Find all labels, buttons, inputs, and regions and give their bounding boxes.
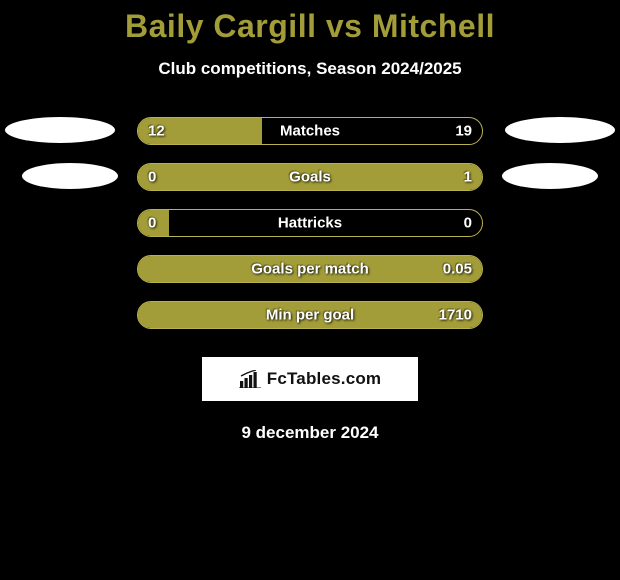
- stat-bar-min-per-goal: Min per goal 1710: [137, 301, 483, 329]
- stat-value-left: 0: [148, 215, 156, 232]
- stat-row: 0 Goals 1: [137, 163, 483, 209]
- stat-row: Goals per match 0.05: [137, 255, 483, 301]
- stat-row: Min per goal 1710: [137, 301, 483, 347]
- player-right-marker-1: [505, 117, 615, 143]
- player-left-marker-2: [22, 163, 118, 189]
- attribution-logo: FcTables.com: [202, 357, 418, 401]
- page-subtitle: Club competitions, Season 2024/2025: [0, 59, 620, 79]
- comparison-rows: 12 Matches 19 0 Goals 1 0 Hattricks 0: [137, 117, 483, 347]
- stat-bar-matches: 12 Matches 19: [137, 117, 483, 145]
- stat-value-right: 0: [464, 215, 472, 232]
- stat-label: Goals per match: [251, 261, 369, 278]
- stat-value-left: 12: [148, 123, 165, 140]
- stat-value-right: 1710: [439, 307, 472, 324]
- player-right-marker-2: [502, 163, 598, 189]
- player-left-marker-1: [5, 117, 115, 143]
- comparison-card: Baily Cargill vs Mitchell Club competiti…: [0, 0, 620, 443]
- logo-text: FcTables.com: [267, 369, 382, 389]
- stat-bar-goals: 0 Goals 1: [137, 163, 483, 191]
- stat-row: 12 Matches 19: [137, 117, 483, 163]
- stat-label: Hattricks: [278, 215, 342, 232]
- generated-date: 9 december 2024: [0, 423, 620, 443]
- stat-label: Min per goal: [266, 307, 354, 324]
- stat-value-right: 19: [455, 123, 472, 140]
- stat-bar-goals-per-match: Goals per match 0.05: [137, 255, 483, 283]
- bar-chart-icon: [239, 370, 261, 388]
- page-title: Baily Cargill vs Mitchell: [0, 8, 620, 45]
- stat-row: 0 Hattricks 0: [137, 209, 483, 255]
- stat-value-right: 1: [464, 169, 472, 186]
- stat-value-right: 0.05: [443, 261, 472, 278]
- stat-bar-hattricks: 0 Hattricks 0: [137, 209, 483, 237]
- stat-label: Matches: [280, 123, 340, 140]
- stat-label: Goals: [289, 169, 331, 186]
- stat-value-left: 0: [148, 169, 156, 186]
